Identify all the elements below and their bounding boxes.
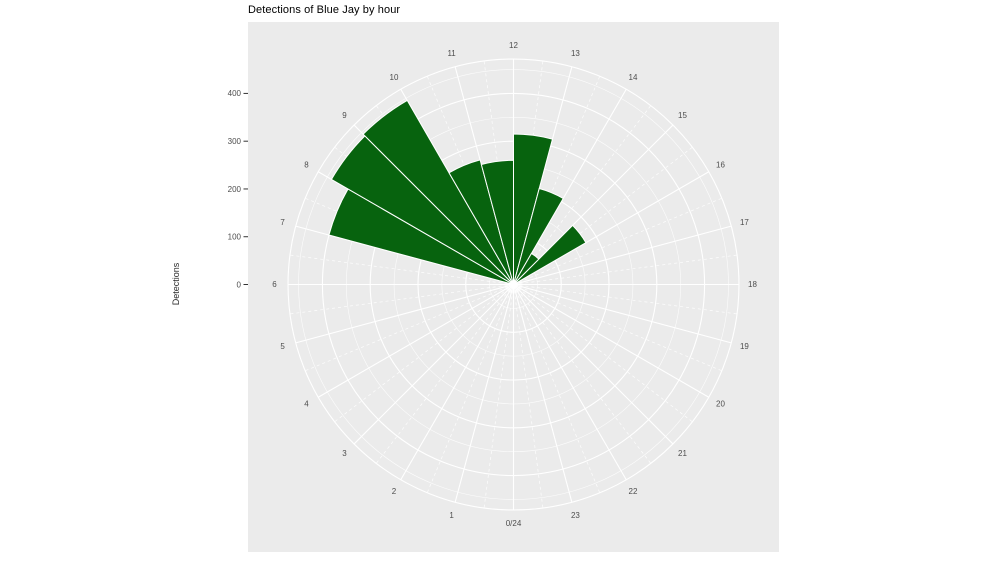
hour-label-0: 0/24 — [506, 519, 522, 528]
grid-radial-minor — [513, 284, 544, 509]
hour-label-21: 21 — [678, 449, 687, 458]
grid-radial-minor — [305, 284, 514, 372]
hour-label-15: 15 — [678, 111, 687, 120]
hour-label-6: 6 — [272, 280, 277, 289]
grid-radial-minor — [426, 284, 514, 493]
grid-radial-major — [513, 284, 710, 398]
grid-radial-minor — [483, 284, 514, 509]
hour-label-12: 12 — [509, 41, 518, 50]
grid-radial-minor — [513, 284, 693, 423]
grid-radial-major — [295, 283, 514, 344]
hour-label-17: 17 — [740, 218, 749, 227]
grid-radial-major — [512, 284, 573, 503]
grid-radial-minor — [513, 284, 722, 372]
hour-label-8: 8 — [304, 161, 309, 170]
y-tick-label: 300 — [228, 137, 242, 146]
grid-radial-major — [353, 284, 514, 445]
grid-radial-major — [513, 284, 627, 481]
y-tick-label: 400 — [228, 89, 242, 98]
grid-radial-minor — [289, 254, 514, 285]
hour-label-14: 14 — [629, 73, 638, 82]
grid-radial-minor — [334, 284, 514, 423]
grid-radial-minor — [289, 284, 514, 315]
bar-wedge-hour-13 — [513, 188, 564, 285]
grid-radial-minor — [375, 284, 514, 464]
grid-radial-major — [513, 284, 674, 445]
grid-radial-minor — [513, 284, 601, 493]
hour-label-3: 3 — [342, 449, 347, 458]
hour-label-20: 20 — [716, 400, 725, 409]
hour-label-9: 9 — [342, 111, 347, 120]
y-tick-label: 0 — [237, 280, 242, 289]
hour-label-13: 13 — [571, 49, 580, 58]
grid-radial-major — [317, 284, 514, 398]
hour-label-7: 7 — [280, 218, 285, 227]
hour-label-22: 22 — [629, 487, 638, 496]
grid-radial-major — [454, 284, 515, 503]
hour-label-11: 11 — [447, 49, 456, 58]
hour-label-5: 5 — [280, 342, 285, 351]
hour-label-18: 18 — [748, 280, 757, 289]
bar-wedge-hour-9 — [362, 99, 514, 285]
grid-radial-major — [513, 225, 732, 286]
bar-wedge-hour-15 — [513, 224, 587, 285]
grid-radial-minor — [513, 105, 652, 285]
hour-label-4: 4 — [304, 400, 309, 409]
hour-label-23: 23 — [571, 511, 580, 520]
hour-label-2: 2 — [392, 487, 397, 496]
hour-label-16: 16 — [716, 161, 725, 170]
grid-radial-minor — [513, 254, 738, 285]
y-tick-label: 100 — [228, 233, 242, 242]
hour-label-10: 10 — [390, 73, 399, 82]
y-tick-label: 200 — [228, 185, 242, 194]
grid-radial-major — [513, 283, 732, 344]
grid-radial-major — [400, 284, 514, 481]
grid-radial-minor — [513, 284, 652, 464]
hour-label-19: 19 — [740, 342, 749, 351]
bar-wedge-hour-10 — [448, 159, 514, 285]
chart-title: Detections of Blue Jay by hour — [248, 4, 401, 16]
hour-label-1: 1 — [449, 511, 454, 520]
grid-radial-minor — [513, 284, 738, 315]
grid-radial-minor — [513, 197, 722, 285]
